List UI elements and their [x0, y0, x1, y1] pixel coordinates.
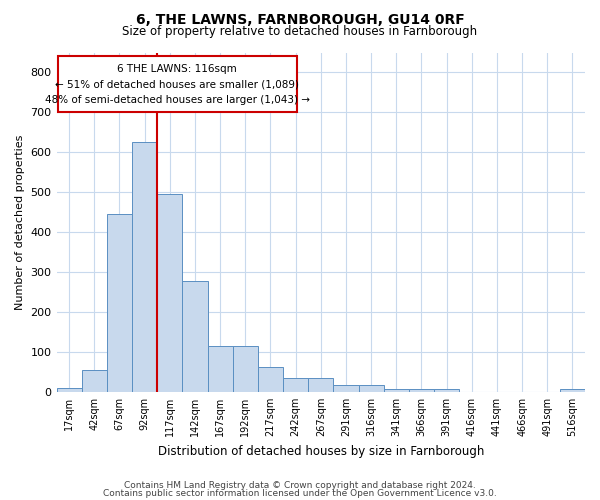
Text: 6, THE LAWNS, FARNBOROUGH, GU14 0RF: 6, THE LAWNS, FARNBOROUGH, GU14 0RF	[136, 12, 464, 26]
Bar	[334, 384, 359, 392]
Bar	[383, 388, 409, 392]
Text: Contains public sector information licensed under the Open Government Licence v3: Contains public sector information licen…	[103, 490, 497, 498]
Bar	[560, 388, 585, 392]
Bar	[283, 378, 308, 392]
X-axis label: Distribution of detached houses by size in Farnborough: Distribution of detached houses by size …	[158, 444, 484, 458]
Bar	[208, 346, 233, 392]
Text: Contains HM Land Registry data © Crown copyright and database right 2024.: Contains HM Land Registry data © Crown c…	[124, 481, 476, 490]
FancyBboxPatch shape	[58, 56, 297, 112]
Bar	[107, 214, 132, 392]
Text: ← 51% of detached houses are smaller (1,089): ← 51% of detached houses are smaller (1,…	[55, 80, 299, 90]
Bar	[434, 388, 459, 392]
Bar	[409, 388, 434, 392]
Bar	[182, 281, 208, 392]
Text: Size of property relative to detached houses in Farnborough: Size of property relative to detached ho…	[122, 25, 478, 38]
Text: 6 THE LAWNS: 116sqm: 6 THE LAWNS: 116sqm	[118, 64, 237, 74]
Bar	[308, 378, 334, 392]
Bar	[82, 370, 107, 392]
Bar	[258, 367, 283, 392]
Y-axis label: Number of detached properties: Number of detached properties	[15, 134, 25, 310]
Bar	[157, 194, 182, 392]
Bar	[132, 142, 157, 392]
Bar	[233, 346, 258, 392]
Bar	[359, 384, 383, 392]
Bar	[56, 388, 82, 392]
Text: 48% of semi-detached houses are larger (1,043) →: 48% of semi-detached houses are larger (…	[45, 95, 310, 105]
